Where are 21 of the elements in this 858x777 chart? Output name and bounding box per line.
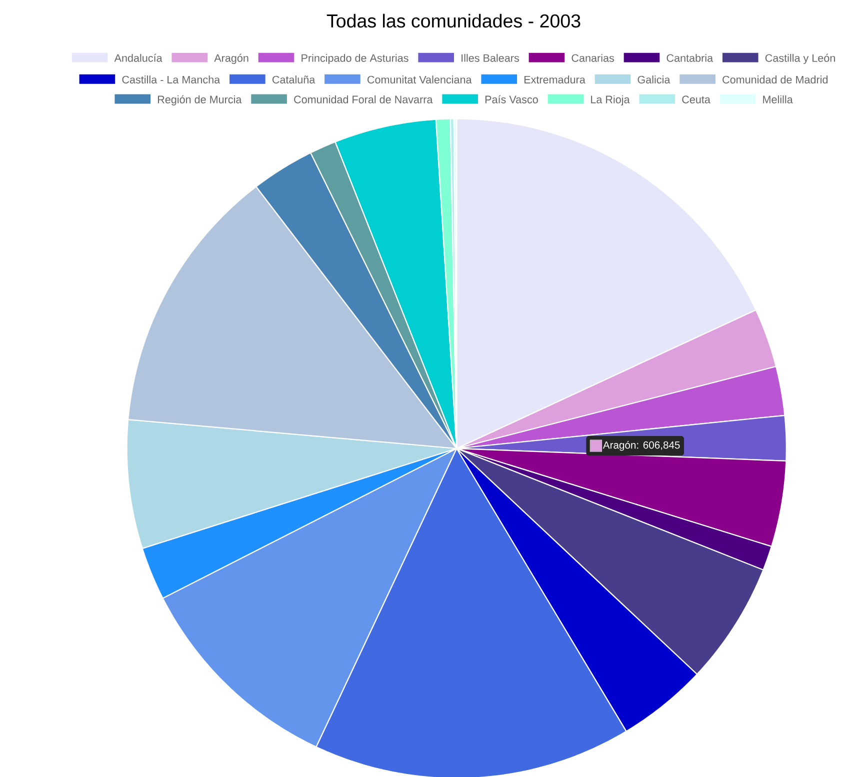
legend-label: La Rioja (591, 95, 630, 106)
chart-title: Todas las comunidades - 2003 (326, 14, 580, 28)
legend-label: Galicia (638, 75, 670, 84)
legend-label: Castilla y León (765, 54, 835, 64)
legend-label: Andalucía (114, 54, 162, 62)
legend-label: Cantabria (666, 54, 714, 62)
legend-label: Canarias (572, 54, 614, 62)
legend-label: Ceuta (682, 96, 710, 104)
legend-label: Comunitat Valenciana (368, 75, 472, 84)
text: Aragón: 606,845 (602, 440, 680, 451)
legend-label: Cataluña (272, 75, 316, 84)
legend-label: Extremadura (524, 75, 586, 84)
legend-label: País Vasco (485, 95, 538, 104)
legend-label: Aragón (214, 54, 248, 64)
legend-label: Illes Balears (462, 54, 519, 62)
legend-label: Principado de Asturias (302, 54, 408, 64)
legend-label: Comunidad de Madrid (722, 75, 828, 84)
legend-label: Castilla - La Mancha (122, 75, 220, 84)
legend-label: Región de Murcia (158, 95, 242, 106)
legend-label: Melilla (763, 95, 793, 104)
legend-label: Comunidad Foral de Navarra (294, 95, 433, 104)
